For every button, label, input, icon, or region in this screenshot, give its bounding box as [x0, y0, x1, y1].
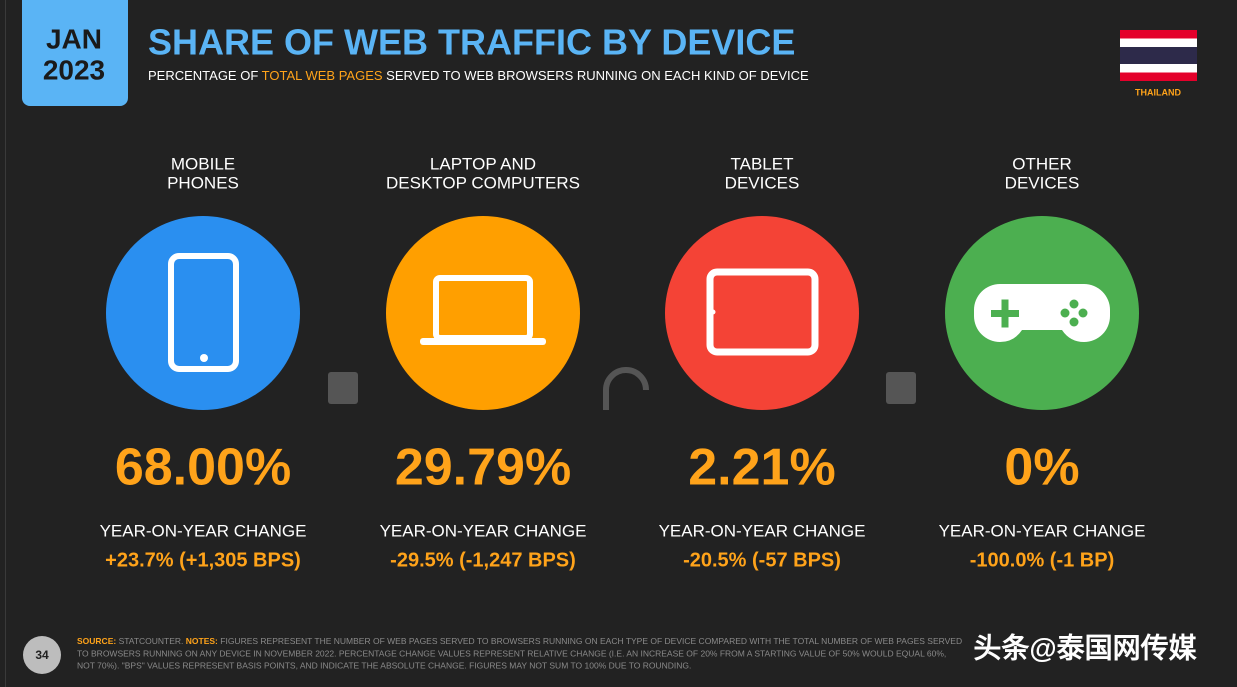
change-label: YEAR-ON-YEAR CHANGE	[939, 521, 1146, 540]
subtitle-part: PERCENTAGE OF	[148, 68, 262, 83]
change-label: YEAR-ON-YEAR CHANGE	[380, 521, 587, 540]
device-label: OTHER	[1012, 154, 1072, 173]
mobile-circle	[106, 216, 300, 410]
date-badge	[22, 0, 128, 106]
logo	[886, 372, 916, 404]
footer-line: NOT 70%). "BPS" VALUES REPRESENT BASIS P…	[77, 660, 691, 670]
subtitle: PERCENTAGE OF TOTAL WEB PAGES SERVED TO …	[148, 68, 809, 83]
watermark: 头条@泰国网传媒	[973, 632, 1197, 663]
change-label: YEAR-ON-YEAR CHANGE	[100, 521, 307, 540]
notes-label: NOTES:	[186, 636, 220, 646]
gamepad-icon	[974, 284, 1110, 342]
source: STATCOUNTER.	[119, 636, 186, 646]
title: SHARE OF WEB TRAFFIC BY DEVICE	[148, 22, 795, 63]
device-label: LAPTOP AND	[430, 154, 536, 173]
page-number: 34	[35, 648, 49, 662]
subtitle-part: SERVED TO WEB BROWSERS RUNNING ON EACH K…	[383, 68, 810, 83]
notes: FIGURES REPRESENT THE NUMBER OF WEB PAGE…	[220, 636, 962, 646]
change-value: -20.5% (-57 BPS)	[683, 549, 841, 571]
phone-icon	[168, 253, 239, 372]
share-value: 0%	[1004, 439, 1079, 497]
country: THAILAND	[1135, 87, 1181, 97]
device-label: DEVICES	[725, 173, 800, 192]
change-label: YEAR-ON-YEAR CHANGE	[659, 521, 866, 540]
change-value: -100.0% (-1 BP)	[970, 549, 1115, 571]
date-year: 2023	[43, 54, 105, 85]
flag	[1120, 30, 1197, 81]
left-edge	[5, 0, 6, 687]
device-label: DESKTOP COMPUTERS	[386, 173, 580, 192]
change-value: -29.5% (-1,247 BPS)	[390, 549, 576, 571]
subtitle-highlight: TOTAL WEB PAGES	[262, 68, 383, 83]
logo	[328, 372, 358, 404]
logo	[603, 367, 649, 410]
footer-line: TO BROWSERS RUNNING ON ANY DEVICE IN NOV…	[77, 648, 946, 658]
source-label: SOURCE:	[77, 636, 119, 646]
change-value: +23.7% (+1,305 BPS)	[105, 549, 301, 571]
page-number-badge	[23, 636, 61, 674]
share-value: 68.00%	[115, 439, 291, 497]
device-label: PHONES	[167, 173, 239, 192]
footer-line: SOURCE: STATCOUNTER. NOTES: FIGURES REPR…	[77, 636, 962, 646]
share-value: 29.79%	[395, 439, 571, 497]
device-label: MOBILE	[171, 154, 235, 173]
laptop-circle	[386, 216, 580, 410]
date-month: JAN	[46, 23, 102, 54]
tablet-circle	[665, 216, 859, 410]
device-label: TABLET	[731, 154, 794, 173]
share-value: 2.21%	[688, 439, 835, 497]
laptop-icon	[420, 275, 546, 345]
device-label: DEVICES	[1005, 173, 1080, 192]
tablet-icon	[706, 268, 819, 356]
